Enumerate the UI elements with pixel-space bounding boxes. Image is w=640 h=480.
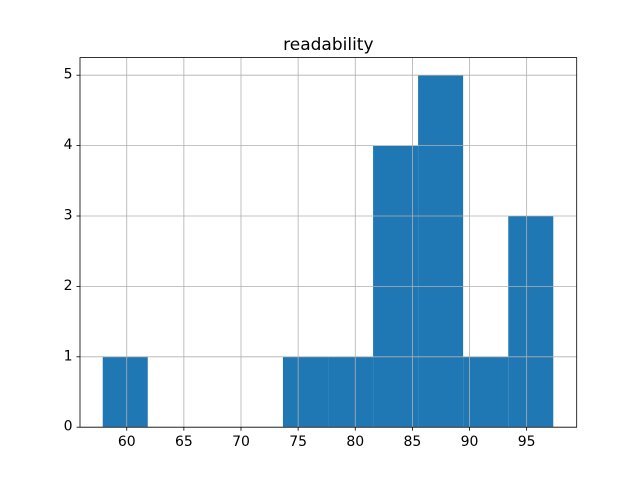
y-tick-label: 3 bbox=[64, 208, 73, 224]
x-tick-label: 65 bbox=[175, 434, 193, 450]
histogram-bar bbox=[282, 356, 329, 428]
histogram-bar bbox=[102, 356, 148, 428]
y-tick-label: 2 bbox=[64, 278, 73, 294]
histogram-bar bbox=[418, 75, 464, 428]
x-tick-label: 70 bbox=[232, 434, 250, 450]
histogram-bars-layer bbox=[102, 75, 554, 428]
chart-title: readability bbox=[283, 35, 373, 55]
histogram-bar bbox=[463, 356, 509, 428]
histogram-bar bbox=[328, 356, 374, 428]
x-tick-label: 90 bbox=[461, 434, 479, 450]
ticks-layer: 60 65 70 75 80 85 90 95 0 1 2 3 4 5 bbox=[64, 67, 536, 450]
y-tick-label: 4 bbox=[64, 137, 73, 153]
x-tick-label: 95 bbox=[518, 434, 536, 450]
x-tick-label: 60 bbox=[118, 434, 136, 450]
histogram-bar bbox=[508, 216, 554, 428]
x-tick-label: 75 bbox=[289, 434, 307, 450]
y-tick-label: 0 bbox=[64, 419, 73, 435]
y-tick-label: 5 bbox=[64, 67, 73, 83]
plot-border bbox=[79, 57, 578, 428]
x-tick-label: 85 bbox=[403, 434, 421, 450]
axes-layer bbox=[79, 57, 578, 428]
grid-layer bbox=[80, 57, 577, 428]
x-tick-label: 80 bbox=[346, 434, 364, 450]
y-tick-label: 1 bbox=[64, 348, 73, 364]
